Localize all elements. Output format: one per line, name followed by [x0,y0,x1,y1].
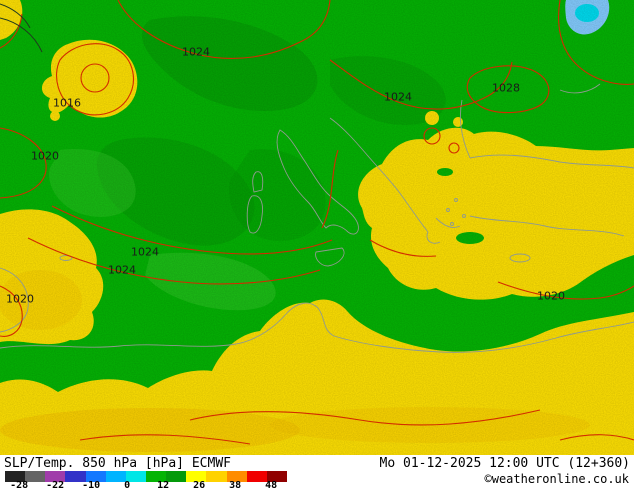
color-scale-segment [105,471,126,482]
isobar-layer [0,0,634,445]
temperature-shading-layer [0,0,634,455]
color-scale-tick: 0 [124,480,131,490]
color-scale-bar [5,471,287,482]
color-scale-segment [65,471,86,482]
color-scale-segment [25,471,46,482]
color-scale-tick: -22 [46,480,65,490]
weather-map: 1024 1016 1020 1024 1028 1024 1024 1020 1020 [0,0,634,455]
color-scale-tick: -28 [10,480,29,490]
color-scale-segment [226,471,247,482]
map-datetime: Mo 01-12-2025 12:00 UTC (12+360) [379,456,630,471]
color-scale-tick: 12 [157,480,170,490]
weather-map-graphic [0,0,634,455]
color-scale-segment [5,471,26,482]
color-scale-tick: -10 [82,480,101,490]
color-scale-segment [246,471,267,482]
color-scale-tick: 26 [193,480,206,490]
color-scale-segment [125,471,146,482]
color-scale-ticks: -28 -22 -10 0 12 26 38 48 [5,481,287,490]
copyright-text: ©weatheronline.co.uk [484,472,630,486]
coastline-layer [0,83,634,353]
color-scale-segment [166,471,187,482]
footer-bar: SLP/Temp. 850 hPa [hPa] ECMWF Mo 01-12-2… [0,455,634,490]
map-title: SLP/Temp. 850 hPa [hPa] ECMWF [4,456,231,471]
color-scale-segment [85,471,106,482]
border-lines-layer [0,3,43,53]
color-scale-segment [186,471,207,482]
color-scale-tick: 38 [229,480,242,490]
color-scale-segment [206,471,227,482]
color-scale-tick: 48 [265,480,278,490]
color-scale-segment [45,471,66,482]
color-scale-segment [266,471,287,482]
color-scale-segment [145,471,167,482]
